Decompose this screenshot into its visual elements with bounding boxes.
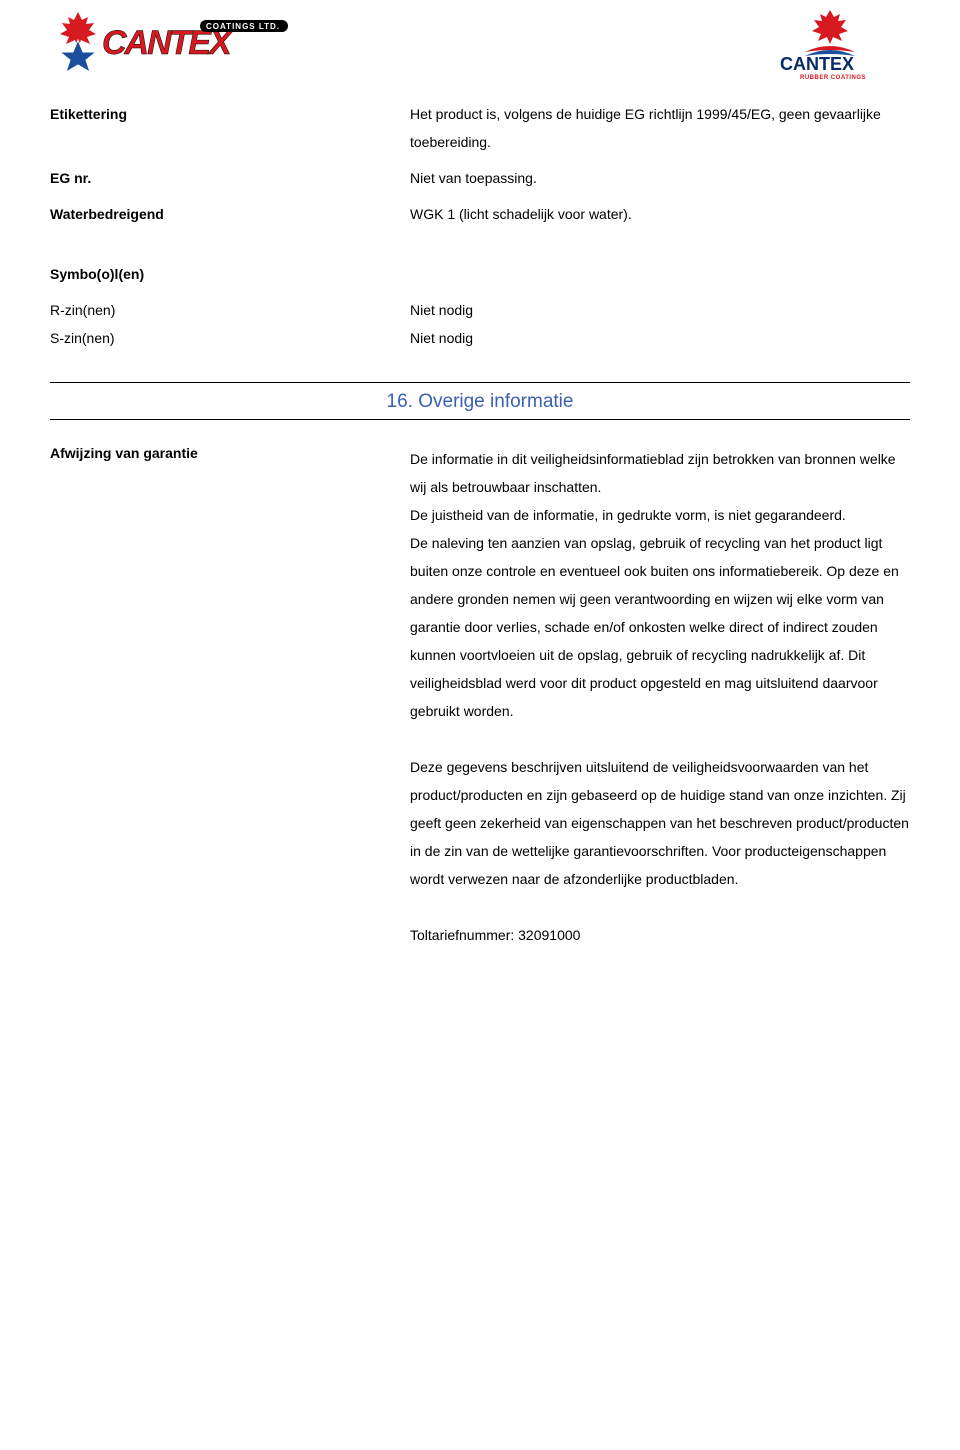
field-label: R-zin(nen) [50, 296, 410, 324]
document-content: Etikettering Het product is, volgens de … [50, 100, 910, 949]
svg-text:RUBBER COATINGS: RUBBER COATINGS [800, 75, 866, 80]
logo-left: CANTEX COATINGS LTD. [50, 10, 300, 72]
cantex-logo-right-icon: CANTEX RUBBER COATINGS [750, 10, 910, 80]
field-label: Symbo(o)l(en) [50, 260, 410, 288]
para2-text: De juistheid van de informatie, in gedru… [410, 507, 846, 523]
table-row: R-zin(nen) Niet nodig [50, 296, 910, 324]
field-label: Waterbedreigend [50, 200, 410, 228]
table-row: Etikettering Het product is, volgens de … [50, 100, 910, 156]
field-label: EG nr. [50, 164, 410, 192]
table-row: Waterbedreigend WGK 1 (licht schadelijk … [50, 200, 910, 228]
header-logos: CANTEX COATINGS LTD. CANTEX RUBBER COATI… [50, 10, 910, 80]
section-divider-top [50, 382, 910, 383]
section-divider-bottom [50, 419, 910, 420]
table-row: EG nr. Niet van toepassing. [50, 164, 910, 192]
svg-text:CANTEX: CANTEX [780, 54, 854, 74]
disclaimer-block: Afwijzing van garantie De informatie in … [50, 445, 910, 949]
para3-text: De naleving ten aanzien van opslag, gebr… [410, 535, 899, 719]
field-label: Etikettering [50, 100, 410, 156]
section-title: 16. Overige informatie [50, 391, 910, 413]
section-15-table: Etikettering Het product is, volgens de … [50, 100, 910, 228]
svg-text:COATINGS LTD.: COATINGS LTD. [206, 22, 280, 31]
field-value: Niet nodig [410, 296, 910, 324]
cantex-logo-left-icon: CANTEX COATINGS LTD. [50, 10, 300, 72]
logo-right: CANTEX RUBBER COATINGS [750, 10, 910, 80]
field-label: S-zin(nen) [50, 324, 410, 352]
tariff-number: Toltariefnummer: 32091000 [410, 921, 910, 949]
section-15-symbols: Symbo(o)l(en) R-zin(nen) Niet nodig S-zi… [50, 260, 910, 352]
disclaimer-para-1: De informatie in dit veiligheidsinformat… [410, 445, 910, 725]
field-value: Niet van toepassing. [410, 164, 910, 192]
field-value [410, 260, 910, 288]
field-value: WGK 1 (licht schadelijk voor water). [410, 200, 910, 228]
disclaimer-para-2: Deze gegevens beschrijven uitsluitend de… [410, 753, 910, 893]
field-value: Het product is, volgens de huidige EG ri… [410, 100, 910, 156]
table-row: S-zin(nen) Niet nodig [50, 324, 910, 352]
para1-text: De informatie in dit veiligheidsinformat… [410, 451, 896, 495]
disclaimer-text: De informatie in dit veiligheidsinformat… [410, 445, 910, 949]
table-row: Symbo(o)l(en) [50, 260, 910, 288]
disclaimer-label: Afwijzing van garantie [50, 445, 410, 949]
field-value: Niet nodig [410, 324, 910, 352]
